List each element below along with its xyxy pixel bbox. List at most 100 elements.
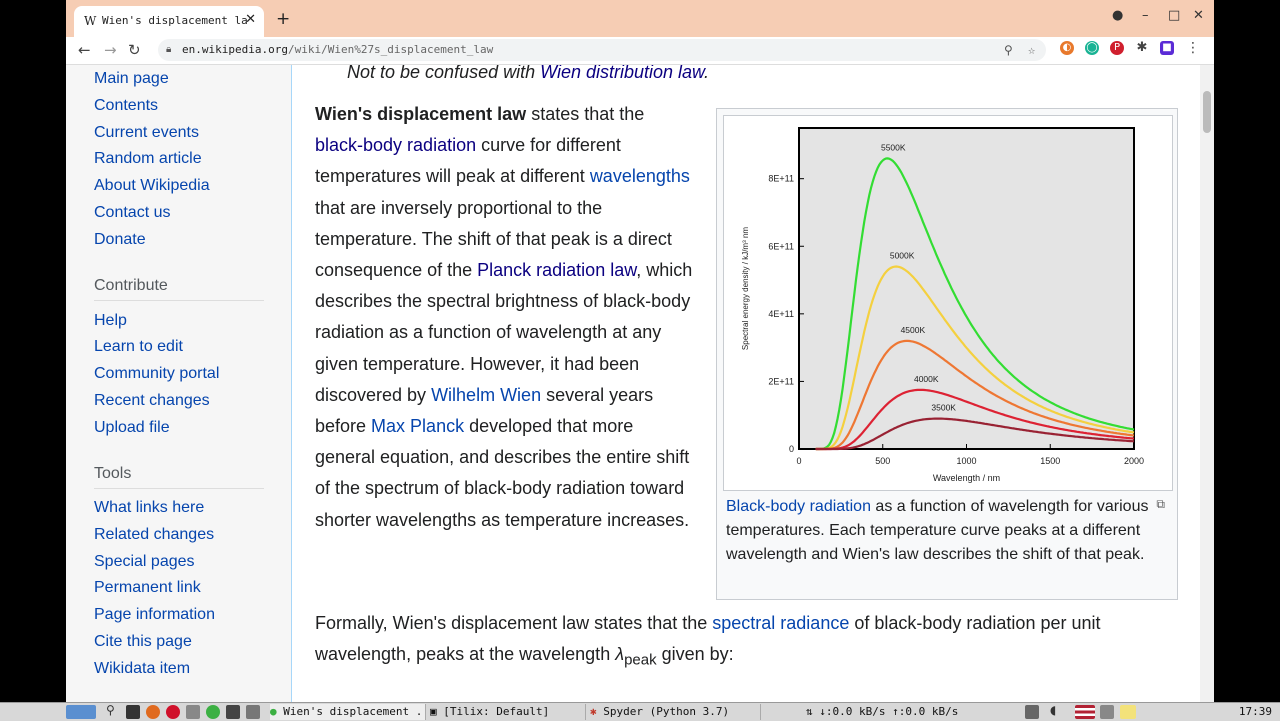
y-tick-label: 8E+11 (768, 174, 794, 184)
sidebar-link-contents[interactable]: Contents (94, 97, 159, 114)
chrome-launcher-icon[interactable] (206, 705, 220, 719)
contribute-separator (94, 300, 264, 301)
spyder-task-icon: ✱ (590, 705, 604, 718)
intro-paragraph: Wien's displacement law states that the … (315, 99, 695, 536)
x-axis-label: Wavelength / nm (933, 473, 1000, 483)
page-scrollbar[interactable] (1200, 65, 1214, 702)
sidebar-link-related-changes[interactable]: Related changes (94, 526, 215, 543)
tools-separator (94, 488, 264, 489)
link-wilhelm-wien[interactable]: Wilhelm Wien (431, 384, 542, 405)
sidebar-link-community-portal[interactable]: Community portal (94, 365, 220, 382)
sidebar-link-random-article[interactable]: Random article (94, 150, 202, 167)
us-flag-keyboard-icon[interactable] (1075, 705, 1095, 719)
browser-tab[interactable]: W Wien's displacement la ✕ (74, 6, 264, 37)
text-run: developed that more general equation, an… (315, 416, 690, 530)
link-wavelengths[interactable]: wavelengths (589, 166, 690, 187)
signal-icon[interactable] (1025, 705, 1039, 719)
sidebar-link-special-pages[interactable]: Special pages (94, 553, 195, 570)
series-line-4500k (815, 339, 1135, 451)
blackbody-chart[interactable]: 0 500 1000 1500 2000 0 2E+11 4E+11 6E+11 8E+11 Wav… (723, 115, 1173, 491)
sidebar-link-contact[interactable]: Contact us (94, 204, 171, 221)
sidebar-link-page-information[interactable]: Page information (94, 606, 215, 623)
sidebar-link-upload-file[interactable]: Upload file (94, 419, 170, 436)
text-run: curve for different temperatures will pe… (315, 135, 621, 187)
start-menu-icon[interactable] (66, 705, 96, 719)
clock: 17:39 (1238, 705, 1272, 718)
wiki-sidebar: Main page Contents Current events Random… (66, 65, 292, 702)
scrollbar-thumb[interactable] (1203, 91, 1211, 133)
x-tick-label: 1000 (956, 456, 976, 466)
desktop-taskbar: ⚲ ● Wien's displacement ... ▣ [Tilix: De… (0, 702, 1280, 721)
maximize-button[interactable]: □ (1168, 8, 1181, 23)
task-spyder[interactable]: ✱ Spyder (Python 3.7) (590, 704, 761, 720)
address-bar[interactable]: 🔒︎ en.wikipedia.org/wiki/Wien%27s_displa… (158, 39, 1046, 61)
volume-icon[interactable]: ◖ (1050, 703, 1057, 717)
app2-launcher-icon[interactable] (246, 705, 260, 719)
caption-link-black-body-radiation[interactable]: Black-body radiation (726, 498, 871, 515)
puzzle-extensions-icon[interactable]: ✱ (1136, 40, 1148, 55)
sidebar-link-recent-changes[interactable]: Recent changes (94, 392, 210, 409)
series-line-5000k (815, 265, 1135, 451)
kebab-menu-icon[interactable]: ⋮ (1186, 40, 1200, 56)
sidebar-link-permanent-link[interactable]: Permanent link (94, 579, 201, 596)
sidebar-link-donate[interactable]: Donate (94, 231, 146, 248)
sidebar-link-what-links-here[interactable]: What links here (94, 499, 205, 516)
x-tick-label: 0 (796, 456, 801, 466)
link-planck-radiation-law[interactable]: Planck radiation law (477, 260, 637, 281)
notes-icon[interactable] (1120, 705, 1136, 719)
text-run: of black-body radiation per unit wavelen… (315, 613, 1101, 665)
sidebar-link-current-events[interactable]: Current events (94, 124, 199, 141)
formal-paragraph: Formally, Wien's displacement law states… (315, 608, 1155, 676)
enlarge-icon[interactable]: ⧉ (1156, 497, 1165, 511)
app-launcher-icon[interactable] (226, 705, 240, 719)
hatnote-link[interactable]: Wien distribution law (540, 65, 705, 82)
reload-icon[interactable]: ↻ (128, 41, 141, 59)
task-tilix[interactable]: ▣ [Tilix: Default] (430, 704, 586, 720)
firefox-launcher-icon[interactable] (146, 705, 160, 719)
task-browser[interactable]: ● Wien's displacement ... (270, 704, 426, 720)
minimize-button[interactable]: – (1142, 8, 1149, 23)
forward-arrow-icon[interactable]: → (104, 41, 117, 59)
new-tab-button[interactable]: + (276, 9, 291, 29)
hatnote-suffix: . (704, 65, 710, 82)
zoom-icon[interactable]: ⚲ (1004, 43, 1013, 57)
link-black-body-radiation[interactable]: black-body radiation (315, 135, 477, 156)
files-launcher-icon[interactable] (186, 705, 200, 719)
series-line-5500k (815, 157, 1135, 451)
opera-launcher-icon[interactable] (166, 705, 180, 719)
terminal-launcher-icon[interactable] (126, 705, 140, 719)
sidebar-link-help[interactable]: Help (94, 312, 127, 329)
system-monitor-icon[interactable] (1100, 705, 1114, 719)
left-letterbox (0, 0, 66, 702)
back-arrow-icon[interactable]: ← (78, 41, 91, 59)
browser-toolbar: ← → ↻ 🔒︎ en.wikipedia.org/wiki/Wien%27s_… (66, 37, 1214, 65)
series-line-3500k (815, 417, 1135, 451)
sidebar-link-about[interactable]: About Wikipedia (94, 177, 210, 194)
text-run: , which describes the spectral brightnes… (315, 260, 693, 405)
sidebar-link-wikidata-item[interactable]: Wikidata item (94, 660, 191, 677)
extension-orange-icon[interactable]: ◐ (1060, 41, 1074, 55)
series-label: 4000K (914, 374, 939, 384)
article-content: Not to be confused with Wien distributio… (292, 65, 1200, 702)
lambda-symbol: λ (615, 644, 625, 665)
close-window-button[interactable]: ✕ (1193, 8, 1204, 23)
tab-close-icon[interactable]: ✕ (245, 12, 256, 27)
bookmark-star-icon[interactable]: ☆ (1028, 43, 1036, 57)
sidebar-link-main-page[interactable]: Main page (94, 70, 169, 87)
pinterest-extension-icon[interactable]: P (1110, 41, 1124, 55)
profile-menu-icon[interactable]: ● (1112, 8, 1124, 23)
search-icon[interactable]: ⚲ (106, 703, 115, 717)
sidebar-link-cite-this-page[interactable]: Cite this page (94, 633, 192, 650)
network-speed-text: ↓:0.0 kB/s ↑:0.0 kB/s (819, 705, 959, 718)
extension-green-icon[interactable]: ◯ (1085, 41, 1099, 55)
extension-purple-icon[interactable]: ■ (1160, 41, 1174, 55)
x-tick-label: 500 (875, 456, 890, 466)
blackbody-chart-svg: 0 500 1000 1500 2000 0 2E+11 4E+11 6E+11 8E+11 Wav… (741, 127, 1144, 483)
figure-caption: Black-body radiation as a function of wa… (726, 495, 1171, 567)
tab-strip: W Wien's displacement la ✕ + ● – □ ✕ (66, 0, 1214, 37)
terminal-task-icon: ▣ (430, 705, 444, 718)
link-spectral-radiance[interactable]: spectral radiance (712, 613, 850, 633)
series-label: 5500K (881, 142, 906, 152)
link-max-planck[interactable]: Max Planck (371, 416, 465, 437)
sidebar-link-learn-to-edit[interactable]: Learn to edit (94, 338, 183, 355)
